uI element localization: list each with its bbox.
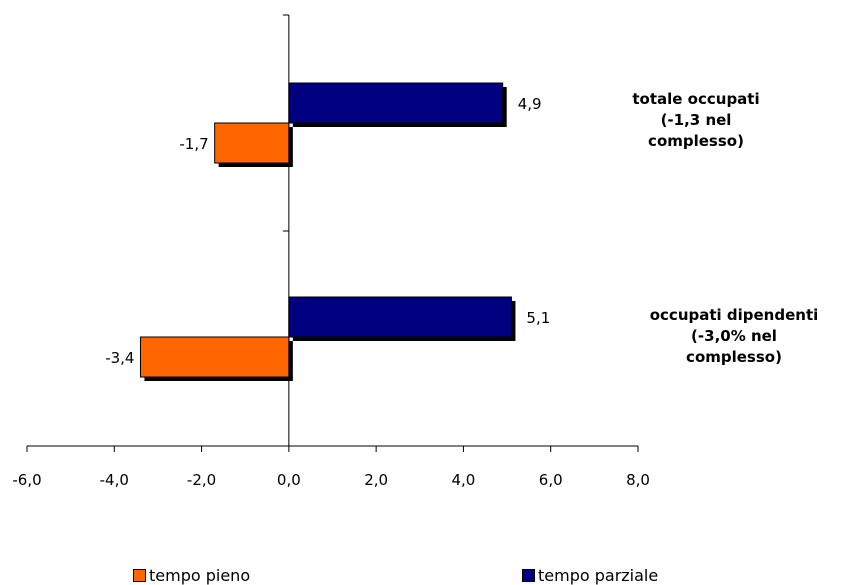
bar: [288, 296, 512, 338]
category-label-line3: complesso): [686, 348, 782, 366]
legend-swatch-tempo-parziale: [522, 569, 535, 582]
x-tick-label: 4,0: [451, 471, 475, 489]
x-tick-label: 2,0: [364, 471, 388, 489]
category-label-dipendenti: occupati dipendenti (-3,0% nel complesso…: [634, 305, 834, 368]
data-label: 4,9: [518, 95, 542, 113]
legend-swatch-tempo-pieno: [133, 569, 146, 582]
data-labels: -1,7 4,9 -3,4 5,1: [105, 95, 550, 367]
category-label-line1: occupati dipendenti: [649, 306, 819, 324]
x-tick-labels: -6,0 -4,0 -2,0 0,0 2,0 4,0 6,0 8,0: [12, 471, 650, 489]
category-label-line1: totale occupati: [632, 90, 760, 108]
data-label: -3,4: [105, 349, 134, 367]
bar: [288, 82, 504, 124]
x-tick-label: -4,0: [100, 471, 129, 489]
legend-label-tempo-pieno: tempo pieno: [149, 566, 251, 585]
category-label-line3: complesso): [648, 132, 744, 150]
x-tick-label: -6,0: [12, 471, 41, 489]
data-label: -1,7: [179, 135, 208, 153]
x-tick-label: -2,0: [187, 471, 216, 489]
category-label-line2: (-1,3 nel: [660, 111, 732, 129]
axes: [26, 14, 639, 452]
category-label-totale: totale occupati (-1,3 nel complesso): [596, 89, 796, 152]
bar: [214, 122, 290, 164]
data-label: 5,1: [526, 309, 550, 327]
bar: [139, 336, 290, 378]
x-tick-label: 8,0: [626, 471, 650, 489]
x-tick-label: 6,0: [539, 471, 563, 489]
x-tick-label: 0,0: [277, 471, 301, 489]
legend-label-tempo-parziale: tempo parziale: [538, 566, 659, 585]
legend-item-tempo-parziale: tempo parziale: [522, 566, 658, 585]
bars: [139, 82, 516, 381]
legend-item-tempo-pieno: tempo pieno: [133, 566, 250, 585]
category-label-line2: (-3,0% nel: [691, 327, 777, 345]
